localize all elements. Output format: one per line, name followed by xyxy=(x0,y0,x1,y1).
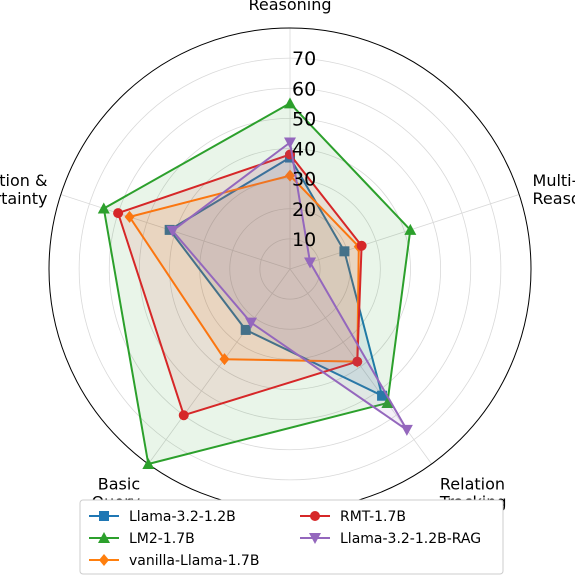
series-line xyxy=(128,174,360,363)
legend-marker xyxy=(99,554,109,566)
radial-tick-labels: 10 20 30 40 50 60 70 xyxy=(292,48,316,251)
grid-spoke xyxy=(148,268,291,465)
series-LM2-1.7B xyxy=(97,97,417,469)
axis-labels: Single StepReasoningMulti-stepReasoningR… xyxy=(0,0,575,511)
series-area xyxy=(169,157,383,396)
legend-marker xyxy=(99,511,109,521)
series-line xyxy=(117,153,363,417)
data-point xyxy=(377,390,388,401)
legend-label: RMT-1.7B xyxy=(340,509,406,525)
data-point xyxy=(339,246,350,257)
data-point xyxy=(219,353,230,366)
legend-item: Llama-3.2-1.2B-RAG xyxy=(300,531,481,547)
data-point xyxy=(356,240,367,251)
data-point xyxy=(245,317,258,329)
axis-label: Multi-stepReasoning xyxy=(533,171,575,208)
grid-spoke xyxy=(289,194,520,270)
axis-label-line: Uncertainty xyxy=(0,189,47,208)
data-point xyxy=(284,97,296,109)
axis-label-line: Reasoning xyxy=(533,189,575,208)
legend-item: RMT-1.7B xyxy=(300,509,406,525)
legend-marker xyxy=(310,511,320,521)
axis-label-line: Relation xyxy=(440,474,505,493)
series-area xyxy=(103,103,411,465)
legend-label: vanilla-Llama-1.7B xyxy=(129,553,259,569)
legend-marker xyxy=(309,533,321,544)
data-point xyxy=(113,208,124,219)
data-point xyxy=(142,457,155,469)
data-point xyxy=(124,210,135,223)
series-RMT-1.7B xyxy=(113,149,367,421)
tick-label: 10 xyxy=(292,229,316,251)
axis-label-line: Reasoning xyxy=(248,0,331,14)
series-area xyxy=(118,154,362,416)
legend-frame xyxy=(79,499,504,575)
tick-label: 50 xyxy=(292,108,316,130)
data-point xyxy=(284,137,296,149)
tick-label: 70 xyxy=(292,48,316,70)
data-point xyxy=(404,223,417,235)
legend: Llama-3.2-1.2B LM2-1.7B vanilla-Llama-1.7B… xyxy=(79,499,504,575)
data-point xyxy=(97,202,110,214)
data-point xyxy=(285,169,295,182)
tick-label: 40 xyxy=(292,139,316,161)
axis-label-line: Negation & xyxy=(0,171,47,190)
data-point xyxy=(240,324,251,335)
data-point xyxy=(400,424,413,436)
series-layer xyxy=(97,97,417,469)
axis-label: Negation &Uncertainty xyxy=(0,171,47,208)
axis-label-line: Basic xyxy=(98,474,140,493)
legend-marker xyxy=(98,532,110,543)
tick-label: 30 xyxy=(292,169,316,191)
series-line xyxy=(102,102,412,465)
data-point xyxy=(352,356,363,367)
data-point xyxy=(381,397,394,409)
series-vanilla-Llama-1.7B xyxy=(124,169,364,368)
data-point xyxy=(178,410,189,421)
axis-label: Single StepReasoning xyxy=(245,0,336,14)
series-area xyxy=(129,175,359,362)
legend-item: Llama-3.2-1.2B xyxy=(89,509,236,525)
legend-label: Llama-3.2-1.2B xyxy=(129,509,236,525)
series-Llama-3.2-1.2B-RAG xyxy=(166,137,413,436)
series-area xyxy=(172,142,407,430)
data-point xyxy=(304,257,317,269)
grid-spoke xyxy=(60,194,291,270)
legend-item: LM2-1.7B xyxy=(89,531,195,547)
legend-item: vanilla-Llama-1.7B xyxy=(89,553,259,569)
legend-label: Llama-3.2-1.2B-RAG xyxy=(340,531,481,547)
tick-label: 20 xyxy=(292,199,316,221)
axis-label-line: Multi-step xyxy=(533,171,575,190)
data-point xyxy=(166,225,179,237)
tick-label: 60 xyxy=(292,78,316,100)
legend-label: LM2-1.7B xyxy=(129,531,195,547)
grid xyxy=(48,27,532,511)
series-line xyxy=(171,141,408,431)
